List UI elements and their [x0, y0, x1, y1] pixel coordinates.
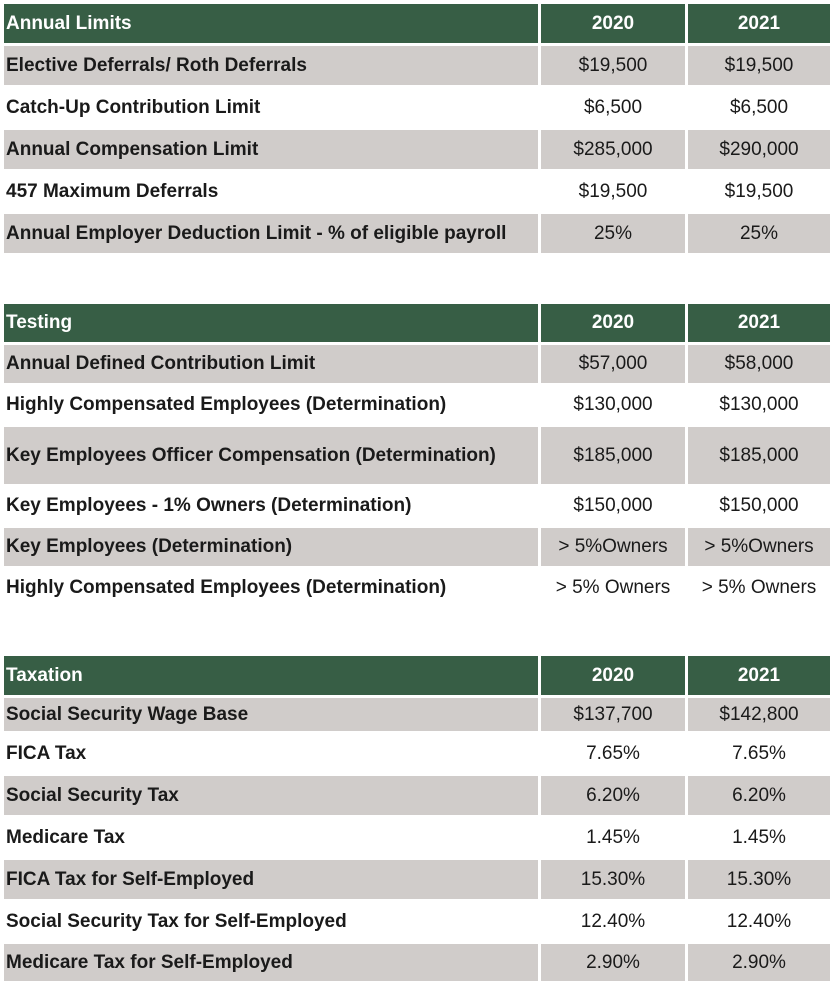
row-value-2021: $130,000	[688, 386, 830, 424]
column-header-2021: 2021	[688, 4, 830, 43]
row-value-2020: $130,000	[541, 386, 685, 424]
section-title: Taxation	[4, 656, 538, 695]
row-label: Social Security Wage Base	[4, 698, 538, 731]
table-row: Key Employees Officer Compensation (Dete…	[4, 427, 830, 484]
row-label: FICA Tax	[4, 734, 538, 773]
row-value-2020: $150,000	[541, 487, 685, 525]
row-label: Medicare Tax for Self-Employed	[4, 944, 538, 981]
row-value-2021: 1.45%	[688, 818, 830, 857]
table-row: Highly Compensated Employees (Determinat…	[4, 569, 830, 607]
table-row: Key Employees (Determination) > 5%Owners…	[4, 528, 830, 566]
table-row: Social Security Tax for Self-Employed 12…	[4, 902, 830, 941]
row-value-2020: $137,700	[541, 698, 685, 731]
table-row: Annual Compensation Limit $285,000 $290,…	[4, 130, 830, 169]
column-header-2021: 2021	[688, 304, 830, 342]
annual-limits-table: Annual Limits 2020 2021 Elective Deferra…	[4, 4, 830, 253]
table-row: Social Security Wage Base $137,700 $142,…	[4, 698, 830, 731]
taxation-table: Taxation 2020 2021 Social Security Wage …	[4, 656, 830, 981]
row-value-2021: 12.40%	[688, 902, 830, 941]
table-row: Annual Employer Deduction Limit - % of e…	[4, 214, 830, 253]
row-label: Key Employees - 1% Owners (Determination…	[4, 487, 538, 525]
row-label: Social Security Tax	[4, 776, 538, 815]
row-value-2021: $19,500	[688, 172, 830, 211]
table-header: Annual Limits 2020 2021	[4, 4, 830, 43]
column-header-2021: 2021	[688, 656, 830, 695]
row-label: 457 Maximum Deferrals	[4, 172, 538, 211]
row-value-2021: 7.65%	[688, 734, 830, 773]
testing-table: Testing 2020 2021 Annual Defined Contrib…	[4, 304, 830, 607]
column-header-2020: 2020	[541, 304, 685, 342]
row-value-2021: $150,000	[688, 487, 830, 525]
row-value-2021: 2.90%	[688, 944, 830, 981]
row-label: Key Employees Officer Compensation (Dete…	[4, 427, 538, 484]
row-label: FICA Tax for Self-Employed	[4, 860, 538, 899]
row-label: Annual Employer Deduction Limit - % of e…	[4, 214, 538, 253]
row-label: Highly Compensated Employees (Determinat…	[4, 569, 538, 607]
table-row: Elective Deferrals/ Roth Deferrals $19,5…	[4, 46, 830, 85]
column-header-2020: 2020	[541, 4, 685, 43]
row-value-2020: $6,500	[541, 88, 685, 127]
row-value-2020: 2.90%	[541, 944, 685, 981]
table-row: Highly Compensated Employees (Determinat…	[4, 386, 830, 424]
table-header: Taxation 2020 2021	[4, 656, 830, 695]
section-title: Annual Limits	[4, 4, 538, 43]
row-value-2020: 1.45%	[541, 818, 685, 857]
row-value-2020: 7.65%	[541, 734, 685, 773]
row-value-2021: $58,000	[688, 345, 830, 383]
row-value-2021: > 5%Owners	[688, 528, 830, 566]
table-row: FICA Tax 7.65% 7.65%	[4, 734, 830, 773]
row-value-2021: 25%	[688, 214, 830, 253]
row-value-2021: $290,000	[688, 130, 830, 169]
table-row: FICA Tax for Self-Employed 15.30% 15.30%	[4, 860, 830, 899]
row-value-2020: 12.40%	[541, 902, 685, 941]
row-label: Annual Compensation Limit	[4, 130, 538, 169]
row-value-2020: > 5% Owners	[541, 569, 685, 607]
table-row: Social Security Tax 6.20% 6.20%	[4, 776, 830, 815]
row-value-2021: $185,000	[688, 427, 830, 484]
table-row: Medicare Tax 1.45% 1.45%	[4, 818, 830, 857]
row-label: Highly Compensated Employees (Determinat…	[4, 386, 538, 424]
row-value-2020: $19,500	[541, 46, 685, 85]
row-label: Elective Deferrals/ Roth Deferrals	[4, 46, 538, 85]
row-value-2020: 15.30%	[541, 860, 685, 899]
table-row: Annual Defined Contribution Limit $57,00…	[4, 345, 830, 383]
table-row: Catch-Up Contribution Limit $6,500 $6,50…	[4, 88, 830, 127]
row-label: Catch-Up Contribution Limit	[4, 88, 538, 127]
row-value-2021: $142,800	[688, 698, 830, 731]
row-value-2021: > 5% Owners	[688, 569, 830, 607]
row-value-2021: $19,500	[688, 46, 830, 85]
row-value-2020: 6.20%	[541, 776, 685, 815]
row-value-2020: 25%	[541, 214, 685, 253]
row-label: Annual Defined Contribution Limit	[4, 345, 538, 383]
row-value-2021: 15.30%	[688, 860, 830, 899]
row-label: Social Security Tax for Self-Employed	[4, 902, 538, 941]
section-title: Testing	[4, 304, 538, 342]
row-value-2021: $6,500	[688, 88, 830, 127]
table-row: Medicare Tax for Self-Employed 2.90% 2.9…	[4, 944, 830, 981]
column-header-2020: 2020	[541, 656, 685, 695]
row-value-2020: > 5%Owners	[541, 528, 685, 566]
row-value-2020: $285,000	[541, 130, 685, 169]
table-row: Key Employees - 1% Owners (Determination…	[4, 487, 830, 525]
row-label: Medicare Tax	[4, 818, 538, 857]
table-header: Testing 2020 2021	[4, 304, 830, 342]
row-value-2020: $19,500	[541, 172, 685, 211]
row-value-2020: $57,000	[541, 345, 685, 383]
row-value-2021: 6.20%	[688, 776, 830, 815]
row-label: Key Employees (Determination)	[4, 528, 538, 566]
table-row: 457 Maximum Deferrals $19,500 $19,500	[4, 172, 830, 211]
row-value-2020: $185,000	[541, 427, 685, 484]
